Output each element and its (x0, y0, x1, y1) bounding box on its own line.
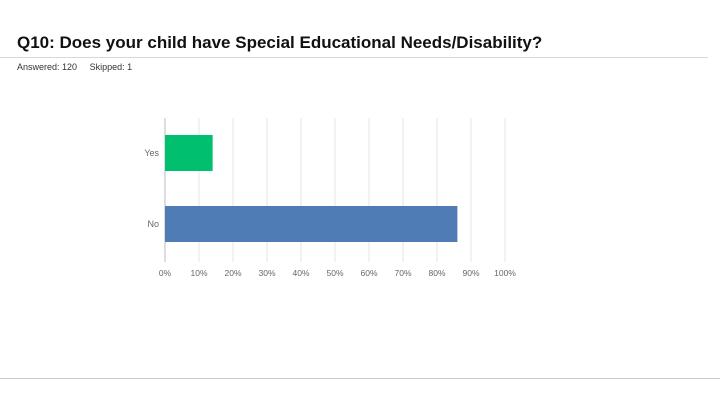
x-tick-label: 20% (224, 268, 241, 278)
category-label-no: No (147, 219, 159, 229)
x-tick-label: 100% (494, 268, 516, 278)
bottom-divider (0, 378, 720, 379)
x-tick-label: 70% (394, 268, 411, 278)
x-tick-label: 10% (190, 268, 207, 278)
x-tick-label: 90% (462, 268, 479, 278)
x-tick-label: 30% (258, 268, 275, 278)
answered-count: Answered: 120 (17, 62, 78, 72)
x-tick-label: 50% (326, 268, 343, 278)
x-tick-label: 40% (292, 268, 309, 278)
response-stats: Answered: 120 Skipped: 1 (17, 62, 132, 72)
title-divider (0, 57, 708, 58)
x-tick-label: 0% (159, 268, 172, 278)
category-label-yes: Yes (144, 148, 159, 158)
x-tick-label: 80% (428, 268, 445, 278)
bar-yes (165, 135, 213, 171)
question-title: Q10: Does your child have Special Educat… (17, 33, 543, 52)
skipped-count: Skipped: 1 (89, 62, 133, 72)
bar-no (165, 206, 458, 242)
x-tick-label: 60% (360, 268, 377, 278)
